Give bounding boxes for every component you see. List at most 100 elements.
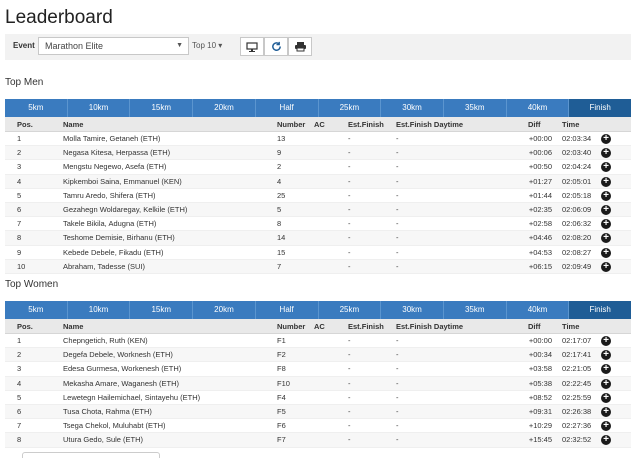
monitor-button[interactable] — [240, 37, 264, 56]
table-row: 1 Molla Tamire, Getaneh (ETH) 13 - - +00:00 02… — [5, 132, 631, 147]
expand-plus-icon[interactable]: + — [601, 233, 611, 244]
header-diff[interactable]: Diff — [528, 120, 541, 129]
tab-20km[interactable]: 20km — [193, 99, 256, 117]
tab-10km[interactable]: 10km — [68, 99, 131, 117]
tab-40km[interactable]: 40km — [507, 99, 570, 117]
tab-half[interactable]: Half — [256, 99, 319, 117]
header-pos[interactable]: Pos. — [17, 120, 33, 129]
header-est-daytime[interactable]: Est.Finish Daytime — [396, 322, 464, 331]
header-name[interactable]: Name — [63, 322, 84, 331]
row-number: 2 — [277, 162, 282, 172]
table-row: 7 Takele Bikila, Adugna (ETH) 8 - - +02:58 02:… — [5, 217, 631, 232]
expand-plus-icon[interactable]: + — [601, 364, 611, 375]
expand-plus-icon[interactable]: + — [601, 421, 611, 432]
tab-25km[interactable]: 25km — [319, 99, 382, 117]
row-est-daytime: - — [396, 219, 399, 229]
row-time: 02:27:36 — [562, 421, 592, 431]
row-number: 9 — [277, 148, 282, 158]
top-n-dropdown[interactable]: Top 10 ▾ — [192, 41, 223, 50]
row-time: 02:08:27 — [562, 247, 592, 257]
row-pos: 5 — [17, 392, 22, 402]
row-pos: 4 — [17, 176, 22, 186]
row-number: F10 — [277, 378, 290, 388]
row-time: 02:32:52 — [562, 435, 592, 445]
expand-plus-icon[interactable]: + — [601, 204, 611, 215]
row-diff: +02:58 — [528, 219, 552, 229]
header-name[interactable]: Name — [63, 120, 84, 129]
header-est-finish[interactable]: Est.Finish — [348, 120, 384, 129]
tab-half[interactable]: Half — [256, 301, 319, 319]
row-est-daytime: - — [396, 392, 399, 402]
event-select[interactable]: Marathon Elite ▼ — [38, 37, 189, 55]
tab-20km[interactable]: 20km — [193, 301, 256, 319]
expand-plus-icon[interactable]: + — [601, 148, 611, 159]
expand-plus-icon[interactable]: + — [601, 350, 611, 361]
expand-plus-icon[interactable]: + — [601, 247, 611, 258]
tab-35km[interactable]: 35km — [444, 301, 507, 319]
table-row: 9 Kebede Debele, Fikadu (ETH) 15 - - +04:53 02… — [5, 246, 631, 260]
row-pos: 1 — [17, 336, 22, 345]
row-time: 02:09:49 — [562, 261, 592, 271]
tab-40km[interactable]: 40km — [507, 301, 570, 319]
header-time[interactable]: Time — [562, 322, 580, 331]
expand-plus-icon[interactable]: + — [601, 219, 611, 230]
row-number: 13 — [277, 134, 286, 143]
row-time: 02:25:59 — [562, 392, 592, 402]
header-est-finish[interactable]: Est.Finish — [348, 322, 384, 331]
row-est-finish: - — [348, 134, 351, 143]
header-pos[interactable]: Pos. — [17, 322, 33, 331]
table-row: 8 Teshome Demisie, Birhanu (ETH) 14 - - +04:4… — [5, 231, 631, 246]
tab-15km[interactable]: 15km — [130, 99, 194, 117]
table-row: 3 Mengstu Negewo, Asefa (ETH) 2 - - +00:50 02:… — [5, 160, 631, 175]
expand-plus-icon[interactable]: + — [601, 176, 611, 187]
page-title: Leaderboard — [5, 7, 113, 28]
row-est-daytime: - — [396, 176, 399, 186]
expand-plus-icon[interactable]: + — [601, 336, 611, 346]
tab-finish[interactable]: Finish — [569, 99, 632, 117]
row-diff: +00:34 — [528, 350, 552, 360]
row-time: 02:05:01 — [562, 176, 592, 186]
row-number: 4 — [277, 176, 282, 186]
tab-30km[interactable]: 30km — [381, 99, 444, 117]
header-number[interactable]: Number — [277, 322, 306, 331]
row-est-daytime: - — [396, 148, 399, 158]
table-row: 2 Negasa Kitesa, Herpassa (ETH) 9 - - +00:06 0… — [5, 146, 631, 161]
row-est-finish: - — [348, 176, 351, 186]
tab-10km[interactable]: 10km — [68, 301, 131, 319]
header-ac[interactable]: AC — [314, 120, 325, 129]
row-time: 02:06:09 — [562, 204, 592, 214]
table-row: 2 Degefa Debele, Worknesh (ETH) F2 - - +00:34… — [5, 348, 631, 363]
row-diff: +00:50 — [528, 162, 552, 172]
row-est-daytime: - — [396, 435, 399, 445]
tab-5km[interactable]: 5km — [5, 301, 68, 319]
row-diff: +05:38 — [528, 378, 552, 388]
expand-plus-icon[interactable]: + — [601, 162, 611, 173]
expand-plus-icon[interactable]: + — [601, 378, 611, 389]
row-est-finish: - — [348, 364, 351, 374]
row-name: Kebede Debele, Fikadu (ETH) — [63, 247, 164, 257]
printer-button[interactable] — [288, 37, 312, 56]
expand-plus-icon[interactable]: + — [601, 261, 611, 272]
tab-15km[interactable]: 15km — [130, 301, 194, 319]
expand-plus-icon[interactable]: + — [601, 435, 611, 446]
header-time[interactable]: Time — [562, 120, 580, 129]
header-est-daytime[interactable]: Est.Finish Daytime — [396, 120, 464, 129]
row-est-daytime: - — [396, 406, 399, 416]
tab-25km[interactable]: 25km — [319, 301, 382, 319]
tab-35km[interactable]: 35km — [444, 99, 507, 117]
header-diff[interactable]: Diff — [528, 322, 541, 331]
refresh-button[interactable] — [264, 37, 288, 56]
expand-plus-icon[interactable]: + — [601, 190, 611, 201]
more-results-button[interactable] — [22, 452, 160, 458]
header-ac[interactable]: AC — [314, 322, 325, 331]
tab-30km[interactable]: 30km — [381, 301, 444, 319]
header-number[interactable]: Number — [277, 120, 306, 129]
expand-plus-icon[interactable]: + — [601, 134, 611, 144]
expand-plus-icon[interactable]: + — [601, 406, 611, 417]
event-label: Event — [13, 41, 35, 50]
expand-plus-icon[interactable]: + — [601, 392, 611, 403]
tab-5km[interactable]: 5km — [5, 99, 68, 117]
tab-finish[interactable]: Finish — [569, 301, 632, 319]
row-est-daytime: - — [396, 247, 399, 257]
table-row: 8 Utura Gedo, Sule (ETH) F7 - - +15:45 02:32:5… — [5, 433, 631, 448]
